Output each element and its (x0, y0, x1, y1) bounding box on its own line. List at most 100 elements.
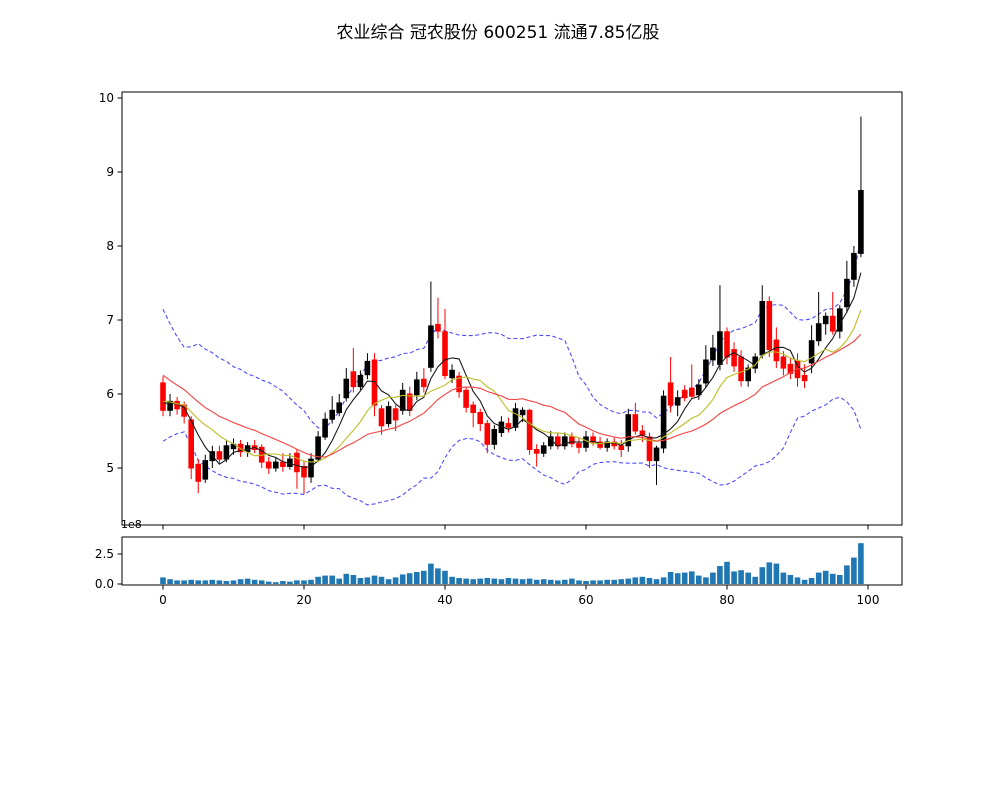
candle (787, 358, 794, 380)
volume-bar (815, 572, 822, 584)
candle (435, 297, 441, 339)
volume-bar (428, 563, 434, 584)
volume-offset-label: 1e8 (121, 518, 142, 531)
candle-body (540, 445, 547, 454)
candle-body (738, 356, 744, 382)
volume-bar (533, 579, 540, 584)
candle (463, 386, 469, 413)
candle-body (562, 436, 568, 447)
volume-bar (160, 577, 166, 584)
candle-body (329, 409, 335, 420)
candle-body (667, 382, 674, 406)
candle (265, 456, 272, 474)
candle-body (576, 443, 582, 448)
index-tick-label: 20 (296, 593, 311, 607)
candle-body (844, 278, 850, 308)
candle-body (456, 375, 462, 393)
candle (470, 401, 476, 428)
candle-body (597, 441, 603, 448)
volume-bar (449, 576, 455, 584)
candle (216, 445, 223, 465)
candle (195, 459, 201, 494)
volume-bars-layer (160, 543, 864, 584)
candle-body (414, 379, 420, 396)
candle-body (392, 408, 399, 421)
candle-body (696, 384, 702, 396)
candle (674, 390, 681, 417)
candle-body (421, 378, 427, 388)
candle (202, 454, 209, 483)
candle-body (703, 359, 709, 384)
volume-bar (414, 572, 420, 584)
candle-body (428, 325, 434, 368)
candle (421, 368, 427, 393)
candle (160, 376, 166, 417)
volume-bar (801, 579, 808, 584)
volume-bar (174, 580, 180, 584)
candle-body (533, 449, 540, 454)
candle-body (660, 395, 667, 449)
candle-body (202, 460, 209, 480)
candle (315, 431, 321, 463)
volume-bar (251, 579, 258, 584)
volume-bar (703, 577, 709, 584)
volume-bar (851, 557, 857, 584)
volume-axes-frame (121, 536, 903, 586)
candle-body (442, 331, 448, 376)
candle-body (294, 452, 300, 473)
candle-body (484, 423, 491, 445)
candle (604, 438, 611, 452)
candle-body (759, 301, 766, 356)
volume-bar (576, 580, 582, 584)
candle-body (815, 323, 822, 342)
volume-bar (237, 579, 244, 584)
price-tick-label: 10 (99, 91, 114, 105)
candle (780, 351, 787, 376)
volume-bar (315, 576, 321, 584)
candle-body (632, 414, 639, 432)
main-price-axes: 5 6 7 8 9 10 (99, 91, 903, 530)
volume-bar (569, 578, 575, 584)
candle (540, 442, 547, 457)
volume-bar (258, 580, 265, 584)
volume-bar (724, 561, 730, 584)
volume-bar (731, 571, 737, 584)
volume-bar (435, 568, 441, 584)
candle (632, 402, 639, 435)
candles-layer (160, 116, 864, 494)
candle (343, 368, 350, 402)
volume-bar (519, 579, 526, 584)
chart-title: 农业综合 冠农股份 600251 流通7.85亿股 (337, 23, 660, 43)
volume-bar (745, 572, 751, 584)
volume-bar (399, 574, 406, 584)
volume-bar (653, 579, 660, 584)
volume-bar (216, 580, 223, 584)
volume-bar (583, 581, 589, 584)
candle-body (195, 463, 201, 482)
volume-bar (209, 579, 216, 584)
volume-bar (188, 579, 194, 584)
candle (505, 417, 512, 433)
candle (371, 353, 378, 417)
candle (681, 385, 688, 402)
price-tick-label: 9 (106, 165, 114, 179)
candle (562, 432, 568, 450)
volume-bar (181, 580, 187, 584)
volume-bar (759, 567, 766, 584)
volume-bar (837, 575, 843, 584)
volume-bar (555, 580, 561, 584)
candle (477, 408, 483, 431)
volume-bar (484, 578, 491, 584)
volume-bar (392, 577, 399, 584)
index-tick-label: 100 (857, 593, 880, 607)
volume-bar (406, 573, 413, 584)
volume-bar (674, 573, 681, 584)
candle (858, 116, 864, 258)
candle (491, 425, 498, 450)
price-tick-label: 7 (106, 313, 114, 327)
candle (273, 456, 279, 472)
volume-bar (336, 578, 342, 584)
candle-body (350, 371, 357, 388)
candle (322, 412, 328, 440)
